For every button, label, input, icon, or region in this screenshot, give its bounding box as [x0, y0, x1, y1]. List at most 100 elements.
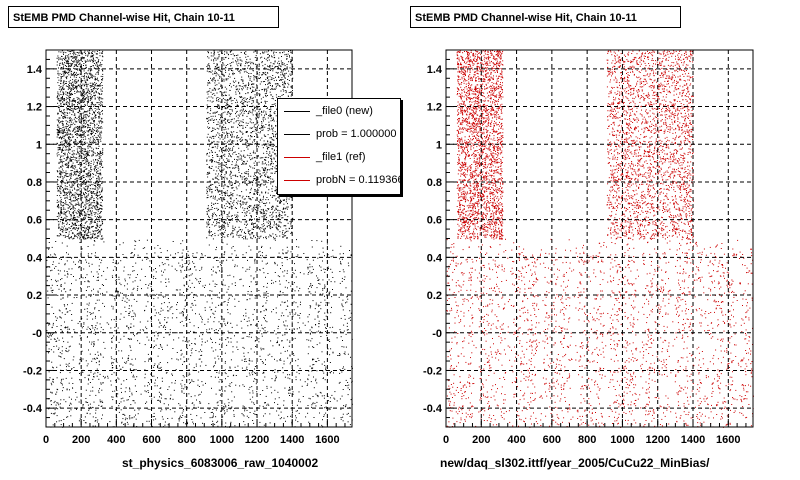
- data-point: [60, 167, 62, 168]
- data-point: [254, 75, 256, 77]
- data-point: [246, 178, 248, 180]
- data-point: [74, 214, 75, 216]
- data-point: [257, 131, 259, 133]
- data-point: [63, 113, 65, 115]
- data-point: [280, 226, 282, 228]
- data-point: [93, 139, 95, 140]
- data-point: [279, 213, 280, 215]
- data-point: [101, 55, 103, 57]
- data-point: [263, 73, 265, 75]
- data-point: [89, 60, 91, 62]
- data-point: [97, 209, 99, 211]
- data-point: [56, 235, 58, 237]
- data-point: [89, 228, 91, 230]
- data-point: [289, 221, 291, 222]
- data-point: [225, 229, 226, 231]
- data-point: [84, 73, 86, 75]
- data-point: [266, 169, 268, 171]
- data-point: [232, 193, 234, 195]
- data-point: [87, 88, 89, 90]
- data-point: [72, 108, 74, 110]
- data-point: [262, 213, 264, 215]
- data-point: [248, 83, 250, 85]
- data-point: [88, 161, 90, 163]
- data-point: [96, 217, 98, 219]
- data-point: [61, 141, 63, 143]
- data-point: [222, 142, 224, 144]
- data-point: [226, 158, 228, 160]
- data-point: [263, 110, 265, 112]
- data-point: [261, 191, 263, 193]
- data-point: [97, 79, 98, 81]
- data-point: [273, 145, 275, 146]
- data-point: [100, 178, 102, 180]
- data-point: [245, 203, 247, 205]
- data-point: [230, 185, 232, 186]
- data-point: [254, 226, 256, 228]
- data-point: [236, 85, 238, 87]
- data-point: [67, 142, 69, 144]
- data-point: [87, 96, 89, 97]
- data-point: [266, 226, 268, 228]
- data-point: [60, 81, 62, 82]
- data-point: [77, 129, 79, 131]
- data-point: [88, 134, 90, 136]
- data-point: [214, 198, 216, 200]
- data-point: [62, 190, 64, 191]
- data-point: [210, 184, 211, 186]
- data-point: [90, 167, 91, 169]
- data-point: [214, 84, 216, 86]
- data-point: [79, 100, 81, 102]
- data-point: [98, 194, 100, 196]
- data-point: [59, 99, 61, 101]
- data-point: [242, 97, 244, 99]
- data-point: [85, 192, 87, 194]
- data-point: [94, 188, 96, 190]
- data-point: [232, 143, 234, 145]
- data-point: [100, 126, 102, 127]
- data-point: [90, 86, 92, 88]
- data-point: [281, 56, 282, 57]
- data-point: [271, 124, 273, 126]
- data-point: [228, 186, 230, 188]
- data-point: [224, 107, 226, 109]
- data-point: [99, 132, 101, 134]
- data-point: [255, 143, 257, 145]
- data-point: [245, 227, 247, 229]
- data-point: [60, 207, 62, 208]
- data-point: [59, 111, 61, 112]
- data-point: [70, 84, 72, 86]
- data-point: [80, 104, 82, 106]
- data-point: [252, 108, 254, 110]
- data-point: [73, 114, 75, 116]
- data-point: [73, 72, 75, 74]
- data-point: [269, 215, 271, 217]
- data-point: [272, 119, 273, 121]
- data-point: [212, 155, 213, 156]
- data-point: [237, 65, 239, 67]
- data-point: [90, 134, 92, 136]
- data-point: [93, 205, 94, 207]
- data-point: [96, 197, 98, 199]
- data-point: [261, 111, 263, 113]
- data-point: [69, 94, 71, 96]
- data-point: [97, 126, 99, 128]
- data-point: [61, 180, 63, 181]
- data-point: [235, 198, 237, 200]
- data-point: [82, 57, 84, 59]
- data-point: [220, 85, 222, 87]
- data-point: [87, 154, 89, 156]
- data-point: [206, 237, 208, 239]
- data-point: [214, 182, 216, 184]
- data-point: [239, 220, 241, 222]
- data-point: [231, 103, 233, 105]
- data-point: [287, 230, 289, 232]
- data-point: [86, 78, 88, 80]
- data-point: [265, 58, 267, 60]
- data-point: [87, 213, 89, 215]
- data-point: [69, 144, 71, 146]
- data-point: [68, 237, 70, 239]
- data-point: [245, 84, 247, 86]
- data-point: [240, 69, 242, 71]
- data-point: [88, 164, 90, 166]
